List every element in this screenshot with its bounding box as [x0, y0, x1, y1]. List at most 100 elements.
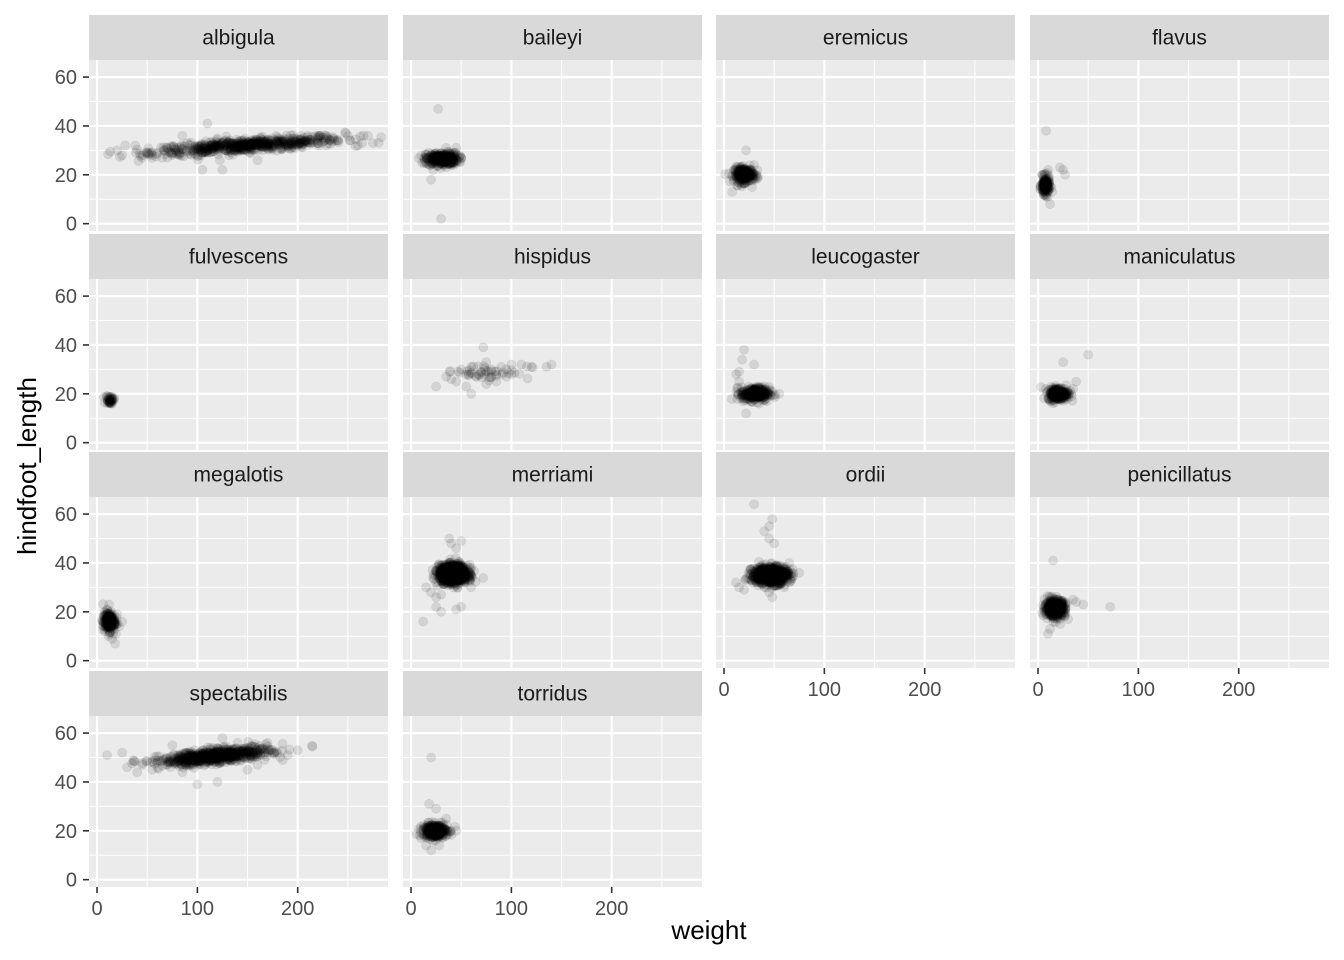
data-point	[256, 136, 267, 147]
data-point	[171, 146, 182, 157]
x-tick-label: 0	[718, 679, 729, 701]
data-point	[289, 139, 300, 150]
data-point	[267, 139, 278, 150]
data-point	[233, 142, 244, 153]
data-point	[1055, 162, 1066, 173]
data-point	[130, 140, 141, 151]
data-point	[237, 144, 248, 155]
data-point	[285, 138, 296, 149]
data-point	[312, 138, 323, 149]
data-point	[451, 142, 462, 153]
data-point	[202, 145, 213, 156]
data-point	[258, 137, 269, 148]
y-tick-label: 60	[55, 286, 77, 308]
data-point	[235, 144, 246, 155]
data-point	[215, 141, 226, 152]
data-point	[753, 556, 764, 567]
data-point	[283, 140, 294, 151]
data-point	[456, 152, 467, 163]
data-point	[110, 638, 121, 649]
data-point	[296, 130, 307, 141]
data-point	[288, 133, 299, 144]
data-point	[253, 141, 264, 152]
data-point	[272, 136, 283, 147]
data-point	[201, 147, 212, 158]
data-point	[322, 131, 333, 142]
data-point	[221, 138, 232, 149]
data-point	[213, 140, 224, 151]
data-point	[185, 137, 196, 148]
data-point	[231, 145, 242, 156]
data-point	[206, 143, 217, 154]
data-point	[287, 142, 298, 153]
data-point	[249, 136, 260, 147]
data-point	[296, 138, 307, 149]
data-point	[233, 142, 244, 153]
data-point	[252, 137, 263, 148]
data-point	[105, 146, 116, 157]
data-point	[252, 139, 263, 150]
data-point	[290, 142, 301, 153]
data-point	[300, 137, 311, 148]
data-point	[241, 144, 252, 155]
data-point	[264, 135, 275, 146]
data-point	[201, 143, 212, 154]
data-point	[213, 140, 224, 151]
data-point	[255, 133, 266, 144]
data-point	[235, 144, 246, 155]
data-point	[244, 140, 255, 151]
data-point	[230, 142, 241, 153]
data-point	[218, 143, 229, 154]
data-point	[259, 136, 270, 147]
data-point	[210, 140, 221, 151]
data-point	[466, 361, 477, 372]
data-point	[191, 144, 202, 155]
data-point	[296, 141, 307, 152]
panel-background	[89, 60, 388, 231]
data-point	[315, 130, 326, 141]
data-point	[237, 136, 248, 147]
data-point	[192, 143, 203, 154]
data-point	[192, 141, 203, 152]
data-point	[260, 137, 271, 148]
data-point	[311, 133, 322, 144]
data-point	[172, 142, 183, 153]
data-point	[225, 142, 236, 153]
data-point	[290, 133, 301, 144]
data-point	[747, 181, 758, 192]
data-point	[214, 141, 225, 152]
data-point	[283, 143, 294, 154]
data-point	[294, 134, 305, 145]
data-point	[237, 140, 248, 151]
data-point	[246, 140, 257, 151]
data-point	[188, 148, 199, 159]
data-point	[300, 136, 311, 147]
data-point	[143, 147, 154, 158]
data-point	[258, 134, 269, 145]
data-point	[278, 141, 289, 152]
data-point	[261, 142, 272, 153]
data-point	[299, 135, 310, 146]
data-point	[737, 354, 748, 365]
data-point	[200, 147, 211, 158]
data-point	[753, 570, 764, 581]
data-point	[288, 136, 299, 147]
data-point	[322, 133, 333, 144]
data-point	[197, 144, 208, 155]
data-point	[1055, 619, 1066, 630]
data-point	[227, 140, 238, 151]
data-point	[501, 364, 512, 375]
data-point	[763, 563, 774, 574]
data-point	[168, 142, 179, 153]
data-point	[253, 144, 264, 155]
data-point	[197, 164, 208, 175]
data-point	[281, 130, 292, 141]
data-point	[262, 142, 273, 153]
data-point	[283, 141, 294, 152]
data-point	[233, 141, 244, 152]
data-point	[456, 601, 467, 612]
data-point	[245, 147, 256, 158]
data-point	[272, 138, 283, 149]
data-point	[197, 148, 208, 159]
